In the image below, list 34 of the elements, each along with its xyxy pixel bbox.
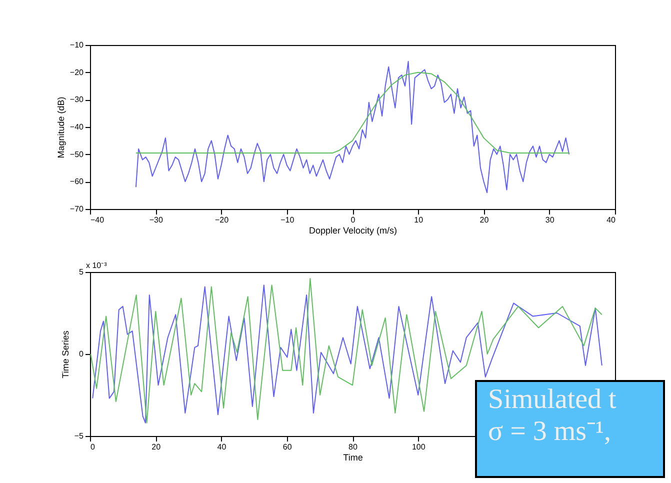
- y-tick-label: −20: [70, 68, 84, 77]
- x-tick-label: 20: [480, 216, 490, 224]
- y-tick-label: 0: [79, 350, 84, 358]
- x-tick-label: 100: [412, 442, 426, 452]
- x-axis-title: Doppler Velocity (m/s): [308, 226, 398, 236]
- x-tick-label: 0: [90, 442, 96, 452]
- y-tick-label: −60: [70, 177, 84, 186]
- x-tick-label: −30: [149, 216, 164, 224]
- y-tick-label: −10: [70, 40, 84, 50]
- y-axis-title: Magnitude (dB): [56, 96, 66, 158]
- y-tick-label: −40: [70, 122, 84, 132]
- line-series: [135, 60, 570, 194]
- x-tick-label: 40: [606, 216, 616, 224]
- y-tick-label: −50: [70, 150, 84, 159]
- text: x 10⁻³: [86, 261, 108, 270]
- y-tick-label: −5: [74, 432, 84, 440]
- x-tick-label: 0: [350, 216, 356, 224]
- x-tick-label: 30: [545, 216, 555, 224]
- x-tick-label: −20: [214, 216, 230, 224]
- x-tick-label: 10: [414, 216, 424, 224]
- y-tick-label: −30: [70, 95, 84, 104]
- line-series: [135, 72, 570, 154]
- y-axis-title: Time Series: [60, 330, 70, 378]
- x-tick-label: 80: [348, 442, 358, 452]
- x-tick-label: 60: [282, 442, 292, 452]
- x-tick-label: 40: [217, 442, 227, 452]
- annotation: Simulated t: [488, 384, 617, 415]
- x-axis-title: Time: [343, 452, 363, 462]
- x-tick-label: −40: [90, 216, 105, 224]
- x-tick-label: 20: [152, 442, 162, 452]
- y-tick-label: 5: [79, 268, 84, 276]
- x-tick-label: −10: [280, 216, 295, 224]
- annotation: σ = 3 ms⁻¹,: [488, 416, 611, 447]
- y-tick-label: −70: [70, 204, 84, 214]
